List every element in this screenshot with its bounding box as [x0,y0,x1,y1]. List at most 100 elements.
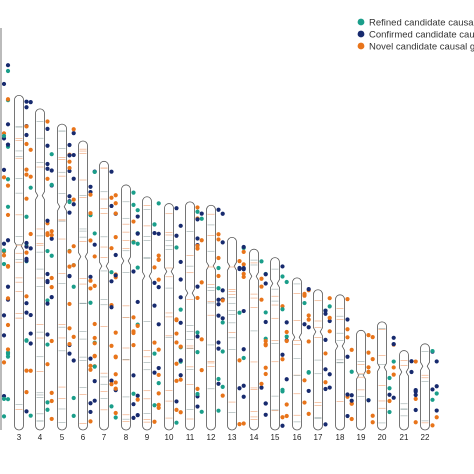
gene-marker [195,295,200,301]
gene-marker [88,184,93,189]
legend-swatch-novel [357,42,365,50]
gene-marker [109,246,114,251]
chromosome-label-13: 13 [228,433,237,442]
gene-marker [24,310,29,315]
gene-marker [280,304,285,309]
gene-marker [49,236,54,241]
gene-marker [370,413,375,418]
gene-marker [156,285,161,290]
gene-marker [306,339,311,344]
gene-marker [199,337,204,342]
gene-marker [45,231,50,236]
gene-marker [195,330,200,335]
gene-marker [366,365,371,370]
gene-marker [71,152,76,158]
gene-marker [241,274,246,280]
gene-marker [156,381,161,386]
gene-marker [45,126,50,131]
gene-marker [327,329,332,334]
gene-marker [28,185,33,190]
gene-marker [195,243,200,248]
gene-marker [45,332,50,337]
gene-marker [366,369,371,374]
gene-marker [327,304,332,309]
gene-marker [195,209,200,214]
gene-marker [302,378,307,383]
gene-marker [345,335,350,340]
gene-marker [156,405,161,411]
gene-marker [45,400,50,405]
gene-marker [387,386,392,391]
gene-marker [49,232,54,238]
gene-marker [49,168,54,173]
gene-marker [263,365,268,370]
gene-marker [280,264,285,269]
gene-marker [156,257,161,263]
gene-marker [109,195,114,200]
gene-marker [135,397,140,402]
gene-marker [24,256,29,261]
gene-marker [391,365,396,370]
gene-marker [49,416,54,422]
gene-marker [28,368,33,373]
gene-marker [67,326,72,331]
gene-marker [327,385,332,390]
gene-marker [5,97,11,102]
gene-marker [1,360,7,365]
gene-marker [323,367,328,372]
gene-marker [24,141,29,147]
gene-marker [152,280,157,285]
gene-marker [1,175,7,180]
gene-marker [323,311,328,316]
gene-marker [434,415,439,420]
gene-marker [259,259,264,264]
gene-marker [216,286,221,291]
gene-marker [199,216,204,221]
gene-marker [195,284,200,289]
gene-marker [109,279,114,284]
chromosome-label-10: 10 [165,433,174,442]
gene-marker [366,333,371,338]
gene-marker [220,393,225,398]
gene-marker [88,367,93,372]
gene-marker [45,407,50,412]
gene-marker [302,300,307,306]
gene-marker [92,335,97,341]
gene-marker [349,398,354,403]
gene-marker [71,284,76,289]
gene-marker [152,419,157,424]
gene-marker [131,240,136,245]
gene-marker [45,248,50,254]
gene-marker [5,122,11,127]
gene-marker [67,341,72,347]
gene-marker [370,420,375,425]
gene-marker [241,262,246,267]
gene-marker [71,176,76,181]
gene-marker [113,354,118,359]
gene-marker [109,378,114,383]
gene-marker [366,350,371,355]
gene-marker [49,182,54,187]
gene-marker [323,308,328,313]
gene-marker [174,361,179,366]
gene-marker [88,300,93,305]
chromosome-5 [57,123,67,431]
gene-marker [370,357,375,362]
gene-marker [195,205,200,210]
chromosome-label-15: 15 [271,433,280,442]
chromosome-3 [14,94,24,431]
gene-marker [237,422,242,427]
gene-marker [195,350,200,355]
gene-marker [263,412,268,417]
gene-marker [241,249,246,255]
gene-marker [24,294,29,299]
gene-marker [88,211,93,216]
gene-marker [88,238,93,243]
gene-marker [45,119,50,124]
gene-marker [5,212,11,218]
gene-marker [135,214,140,219]
gene-marker [349,416,354,422]
gene-marker [241,244,246,250]
gene-marker [152,351,157,356]
chromosome-label-5: 5 [60,433,65,442]
